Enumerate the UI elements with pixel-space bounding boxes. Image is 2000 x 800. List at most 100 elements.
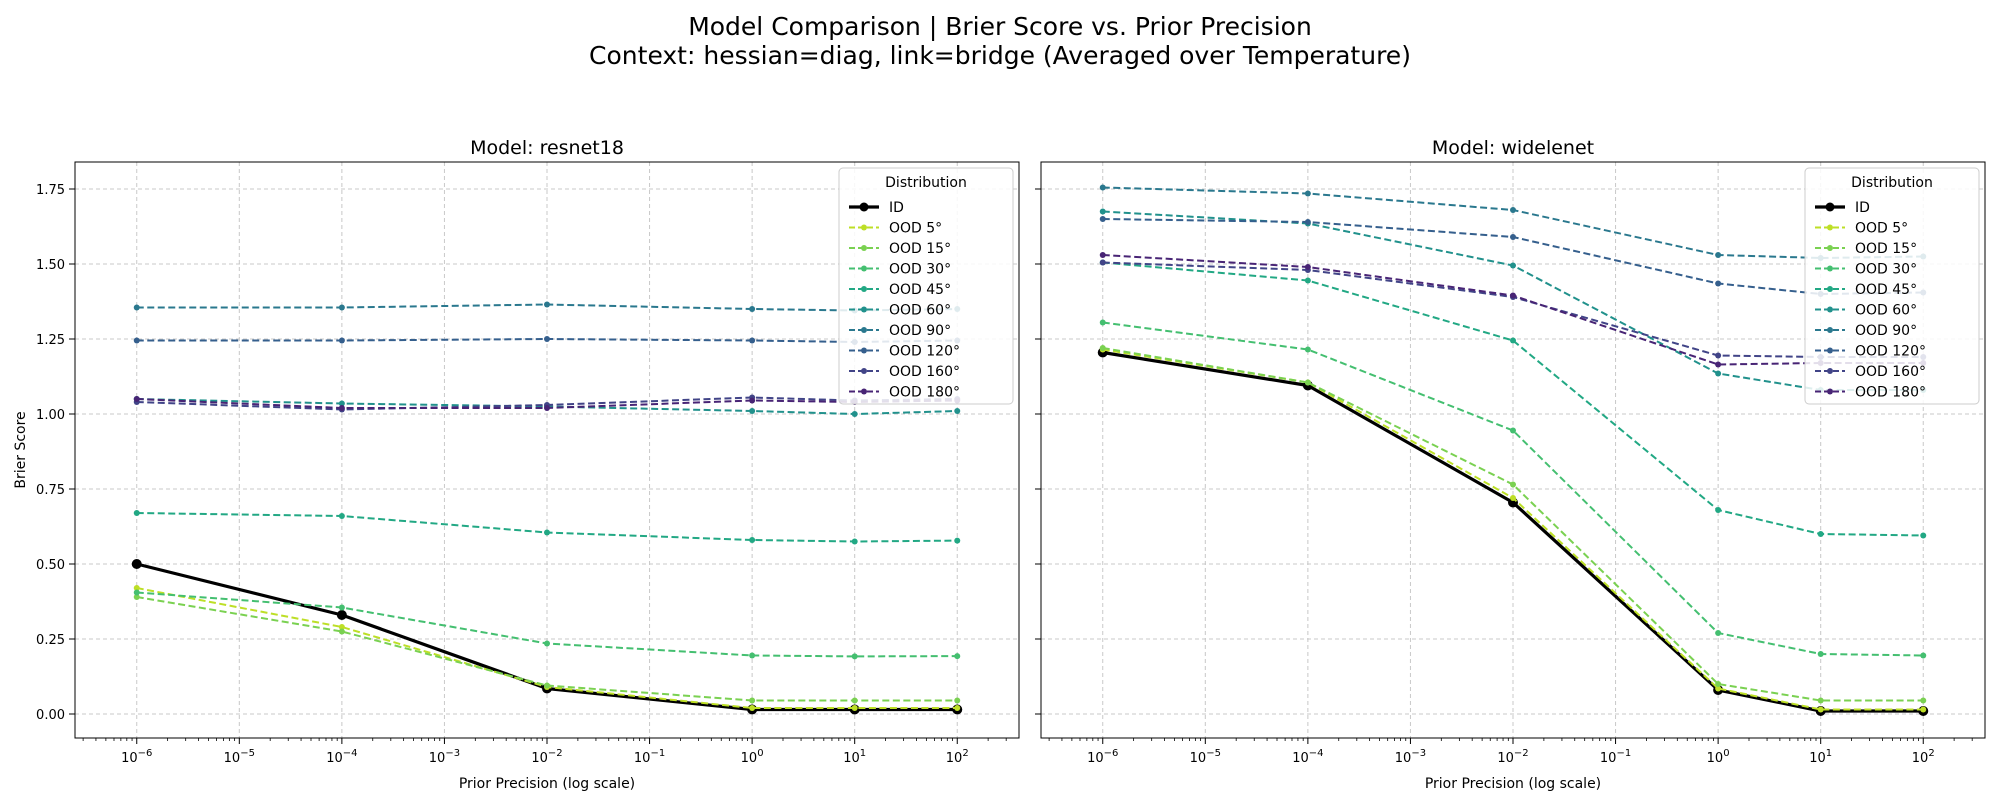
series-line-ood-15 (136, 596, 958, 702)
data-point (954, 705, 961, 711)
data-point (749, 537, 756, 543)
legend-label: OOD 160° (1855, 364, 1926, 380)
x-axis-label: Prior Precision (log scale) (1425, 776, 1601, 792)
legend-label: OOD 60° (889, 303, 951, 319)
series-line-ood-5 (136, 587, 958, 709)
x-tick-label: 10−1 (1600, 748, 1631, 766)
legend-marker (861, 286, 867, 292)
x-tick-label: 10−2 (1497, 748, 1528, 766)
axes-frame (74, 161, 1020, 739)
y-tick-label: 1.75 (36, 183, 65, 198)
data-point (338, 304, 345, 311)
series-line-ood-60 (136, 398, 958, 415)
legend-box (838, 167, 1014, 405)
data-point (749, 697, 756, 704)
legend: Distribution ID OOD 5° OOD 15° OOD 30° OOD 45… (838, 167, 1014, 405)
data-point (1099, 345, 1106, 351)
subplot-0: 10−6 10−5 10−4 10−3 10−2 10−1 100 101 102 0.00 0.2… (13, 137, 1020, 792)
x-tick-label: 100 (741, 748, 764, 766)
data-point (1715, 507, 1722, 513)
data-point (338, 624, 345, 630)
legend-label: OOD 120° (1855, 344, 1926, 360)
x-tick-label: 102 (1912, 748, 1935, 766)
y-tick-label: 0.50 (36, 558, 65, 573)
series-line-ood-45 (136, 512, 958, 543)
data-point (133, 337, 140, 344)
subplot-title: Model: resnet18 (470, 137, 624, 159)
data-point (1715, 630, 1722, 636)
x-tick-label: 10−5 (1190, 748, 1221, 766)
legend-label: ID (889, 200, 904, 216)
data-point (749, 337, 756, 344)
series-line-ood-160 (1102, 261, 1924, 358)
data-point (1510, 207, 1516, 213)
x-tick-label: 10−2 (531, 748, 562, 766)
x-tick-label: 10−3 (1395, 748, 1426, 766)
data-point (133, 594, 140, 600)
data-point (749, 652, 756, 659)
data-point (1304, 277, 1311, 284)
data-point (1920, 706, 1927, 713)
y-tick-label: 1.25 (36, 333, 65, 348)
legend-marker (861, 306, 867, 313)
x-tick-label: 10−6 (1087, 748, 1118, 766)
y-tick-label: 0.25 (36, 633, 65, 648)
legend-title: Distribution (1851, 175, 1933, 191)
data-point (1715, 361, 1722, 368)
series-line-ood-30 (1102, 321, 1924, 657)
data-point (1920, 532, 1927, 539)
legend-label: OOD 120° (889, 344, 960, 360)
legend-title: Distribution (885, 175, 967, 191)
data-point (338, 337, 345, 344)
data-point (749, 705, 756, 711)
x-tick-label: 10−1 (634, 748, 665, 766)
data-point (133, 510, 140, 516)
data-point (851, 705, 858, 711)
subplots: 10−6 10−5 10−4 10−3 10−2 10−1 100 101 102 0.00 0.2… (13, 137, 1986, 792)
series-line-ood-30 (136, 591, 958, 658)
data-point (1920, 652, 1927, 659)
x-tick-label: 101 (843, 748, 866, 766)
data-point (749, 397, 756, 404)
data-point (338, 604, 345, 611)
x-axis-label: Prior Precision (log scale) (459, 776, 635, 792)
legend-box (1804, 167, 1980, 405)
data-point (1510, 495, 1516, 501)
figure-title-line1: Model Comparison | Brier Score vs. Prior… (688, 12, 1312, 41)
data-point (1817, 531, 1824, 537)
data-point (1304, 264, 1311, 270)
series-line-id (136, 562, 958, 712)
data-point (1510, 292, 1516, 299)
data-point (1817, 651, 1824, 657)
data-point (1304, 379, 1311, 386)
legend-label: OOD 30° (889, 262, 951, 278)
legend-marker (861, 224, 867, 231)
data-point (336, 610, 347, 620)
data-point (133, 304, 140, 311)
data-point (338, 400, 345, 407)
legend-marker (861, 265, 867, 272)
y-tick-label: 1.00 (36, 408, 65, 423)
y-tick-label: 0.00 (36, 708, 65, 723)
x-tick-label: 10−3 (429, 748, 460, 766)
x-tick-label: 10−6 (121, 748, 152, 766)
figure-title-line2: Context: hessian=diag, link=bridge (Aver… (589, 41, 1411, 70)
data-point (749, 306, 756, 312)
legend-label: OOD 30° (1855, 262, 1917, 278)
data-point (954, 537, 961, 544)
legend-marker (1827, 327, 1833, 333)
legend-label: OOD 180° (889, 385, 960, 401)
data-point (1715, 280, 1722, 287)
legend-label: OOD 90° (1855, 323, 1917, 339)
data-point (1920, 697, 1927, 704)
y-tick-label: 1.50 (36, 258, 65, 273)
data-point (1817, 697, 1824, 704)
legend-label: ID (1855, 200, 1870, 216)
legend-marker (861, 388, 867, 395)
legend-marker (1827, 224, 1833, 231)
legend-label: OOD 160° (889, 364, 960, 380)
data-point (1510, 262, 1516, 269)
legend-label: OOD 5° (889, 221, 942, 237)
subplot-1: 10−6 10−5 10−4 10−3 10−2 10−1 100 101 102 Model: … (1035, 137, 1986, 792)
data-point (1099, 208, 1106, 215)
